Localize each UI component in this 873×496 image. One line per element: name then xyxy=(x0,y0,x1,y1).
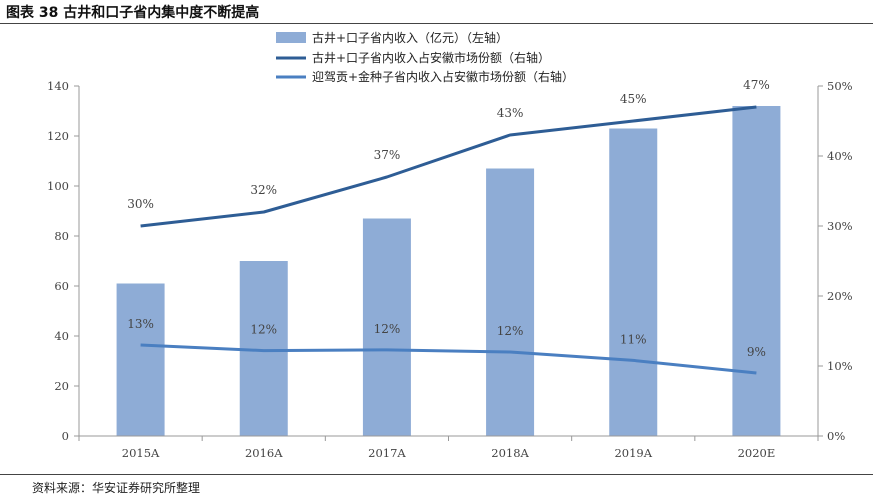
bar-2018A xyxy=(486,168,535,436)
data-label-line-1: 32% xyxy=(250,183,277,197)
bar-2019A xyxy=(609,128,658,436)
data-label-line-2: 12% xyxy=(250,323,277,337)
left-tick-label: 0 xyxy=(62,429,69,443)
x-tick-label: 2018A xyxy=(491,446,529,460)
left-tick-label: 80 xyxy=(54,229,69,243)
x-tick-label: 2019A xyxy=(614,446,652,460)
x-tick-label: 2016A xyxy=(245,446,283,460)
source-note: 资料来源：华安证券研究所整理 xyxy=(32,481,201,495)
right-tick-label: 40% xyxy=(827,149,853,163)
data-label-line-2: 12% xyxy=(497,324,524,338)
left-tick-label: 20 xyxy=(54,379,69,393)
bar-2015A xyxy=(116,283,165,436)
right-tick-label: 0% xyxy=(827,429,845,443)
x-tick-label: 2017A xyxy=(368,446,406,460)
figure-title: 图表 38 古井和口子省内集中度不断提高 xyxy=(6,5,260,21)
legend: 古井+口子省内收入（亿元）（左轴） 古井+口子省内收入占安徽市场份额（右轴） 迎驾贡… xyxy=(276,30,574,84)
left-tick-label: 140 xyxy=(47,79,69,93)
data-label-line-1: 30% xyxy=(127,197,154,211)
legend-label-line-2: 迎驾贡+金种子省内收入占安徽市场份额（右轴） xyxy=(312,69,574,84)
right-tick-label: 50% xyxy=(827,79,853,93)
data-label-line-2: 13% xyxy=(127,317,154,331)
left-tick-label: 60 xyxy=(54,279,69,293)
legend-swatch-bar xyxy=(276,32,306,43)
line-guyu-kouzi-share xyxy=(140,105,757,228)
bar-2020E xyxy=(732,106,781,436)
line-yingjia-jinzhongzi-share xyxy=(140,343,757,375)
data-label-line-1: 43% xyxy=(497,106,524,120)
left-tick-label: 120 xyxy=(47,129,69,143)
right-tick-label: 20% xyxy=(827,289,853,303)
bottom-rule xyxy=(0,474,873,475)
data-label-line-2: 9% xyxy=(747,345,766,359)
legend-label-bar: 古井+口子省内收入（亿元）（左轴） xyxy=(312,30,508,45)
bar-series xyxy=(116,106,781,436)
line-series xyxy=(140,105,757,375)
right-tick-label: 30% xyxy=(827,219,853,233)
data-label-line-1: 45% xyxy=(620,92,647,106)
x-tick-label: 2015A xyxy=(122,446,160,460)
data-labels: 30% 32% 37% 43% 45% 47% 13% 12% 12% 12% 11% 9% xyxy=(127,78,770,359)
data-label-line-2: 11% xyxy=(620,332,647,346)
data-label-line-1: 37% xyxy=(374,148,401,162)
right-tick-label: 10% xyxy=(827,359,853,373)
legend-label-line-1: 古井+口子省内收入占安徽市场份额（右轴） xyxy=(312,50,550,65)
data-label-line-2: 12% xyxy=(374,322,401,336)
axes: 0 20 40 60 80 100 120 140 0% 10% 20% 30% 40% 50% 2015A… xyxy=(47,79,853,460)
left-tick-label: 100 xyxy=(47,179,69,193)
top-rule xyxy=(0,23,873,24)
data-label-line-1: 47% xyxy=(743,78,770,92)
left-tick-label: 40 xyxy=(54,329,69,343)
x-tick-label: 2020E xyxy=(738,446,776,460)
bar-2017A xyxy=(362,218,411,436)
